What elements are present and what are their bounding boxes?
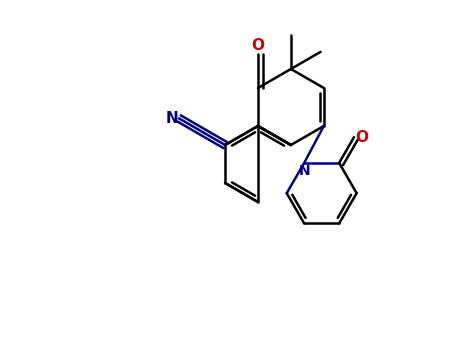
Text: O: O bbox=[355, 130, 369, 145]
Text: N: N bbox=[298, 164, 310, 178]
Text: N: N bbox=[166, 111, 178, 126]
Text: O: O bbox=[252, 38, 264, 53]
